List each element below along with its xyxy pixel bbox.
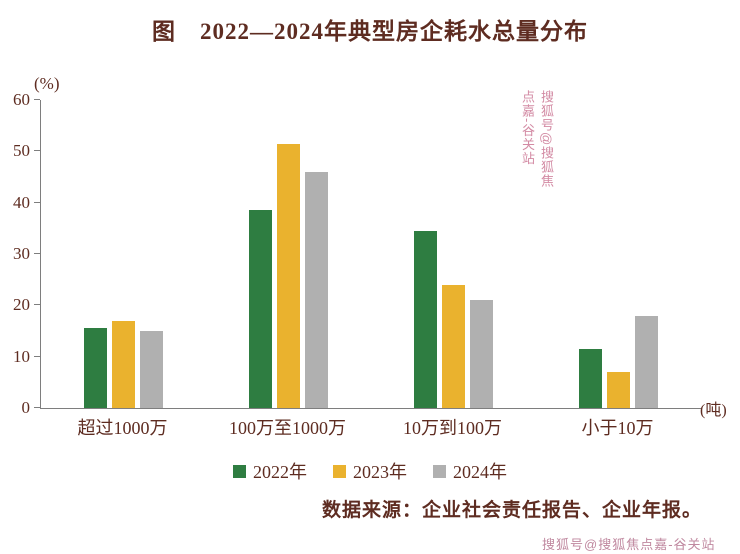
x-tick-label: 10万到100万 [403,418,502,438]
y-tick-label: 30 [13,244,30,263]
legend-item: 2022年 [233,458,307,484]
y-axis-unit-label: (%) [34,74,60,93]
x-axis-unit-label: (吨) [700,402,727,419]
bar-2023年 [112,320,135,408]
bar-2023年 [277,143,300,408]
bar-2022年 [579,348,602,408]
bar-2024年 [470,300,493,408]
legend-label: 2024年 [453,462,507,482]
bar-group [371,100,536,408]
watermark-bottom: 搜狐号@搜狐焦点嘉-谷关站 [542,537,716,552]
legend-item: 2023年 [333,458,407,484]
y-tick-label: 60 [13,90,30,109]
y-tick-mark [34,201,40,203]
watermark-vertical: 搜狐号@搜狐焦点嘉-谷关站 [520,90,554,189]
y-tick-label: 20 [13,295,30,315]
y-tick-mark [34,253,40,254]
legend-swatch [233,464,246,478]
y-tick-label: 40 [13,192,30,212]
y-tick-mark [34,99,40,100]
bar-group [41,100,206,408]
y-tick-label: 50 [13,141,30,161]
x-tick-label: 超过1000万 [77,418,168,438]
legend-label: 2023年 [353,462,407,482]
bar-2024年 [635,315,658,408]
bar-2024年 [140,331,163,408]
bar-2023年 [607,372,630,408]
legend-swatch [333,464,346,478]
legend-swatch [433,464,446,478]
y-tick-mark [34,355,40,357]
y-tick-mark [34,150,40,152]
bar-2022年 [84,328,107,408]
x-axis-labels: 超过1000万 100万至1000万 10万到100万 小于10万 [40,414,700,440]
legend-label: 2022年 [253,462,307,482]
chart-title: 图 2022—2024年典型房企耗水总量分布 [152,19,588,44]
y-axis: 0 10 20 30 40 50 60 [0,91,40,417]
bar-group [536,100,701,408]
legend: 2022年 2023年 2024年 [0,458,740,484]
bar-2024年 [305,171,328,408]
bar-2023年 [442,284,465,408]
data-source-note: 数据来源：企业社会责任报告、企业年报。 [321,500,702,521]
x-tick-label: 小于10万 [581,418,654,438]
bar-2022年 [414,230,437,408]
plot-area [40,100,701,409]
bar-2022年 [249,210,272,408]
legend-item: 2024年 [433,458,507,484]
bar-group [206,100,371,408]
y-tick-label: 10 [13,346,30,366]
y-tick-label: 0 [21,398,31,417]
y-tick-mark [34,304,40,306]
y-tick-mark [34,407,40,408]
x-tick-label: 100万至1000万 [229,418,346,438]
